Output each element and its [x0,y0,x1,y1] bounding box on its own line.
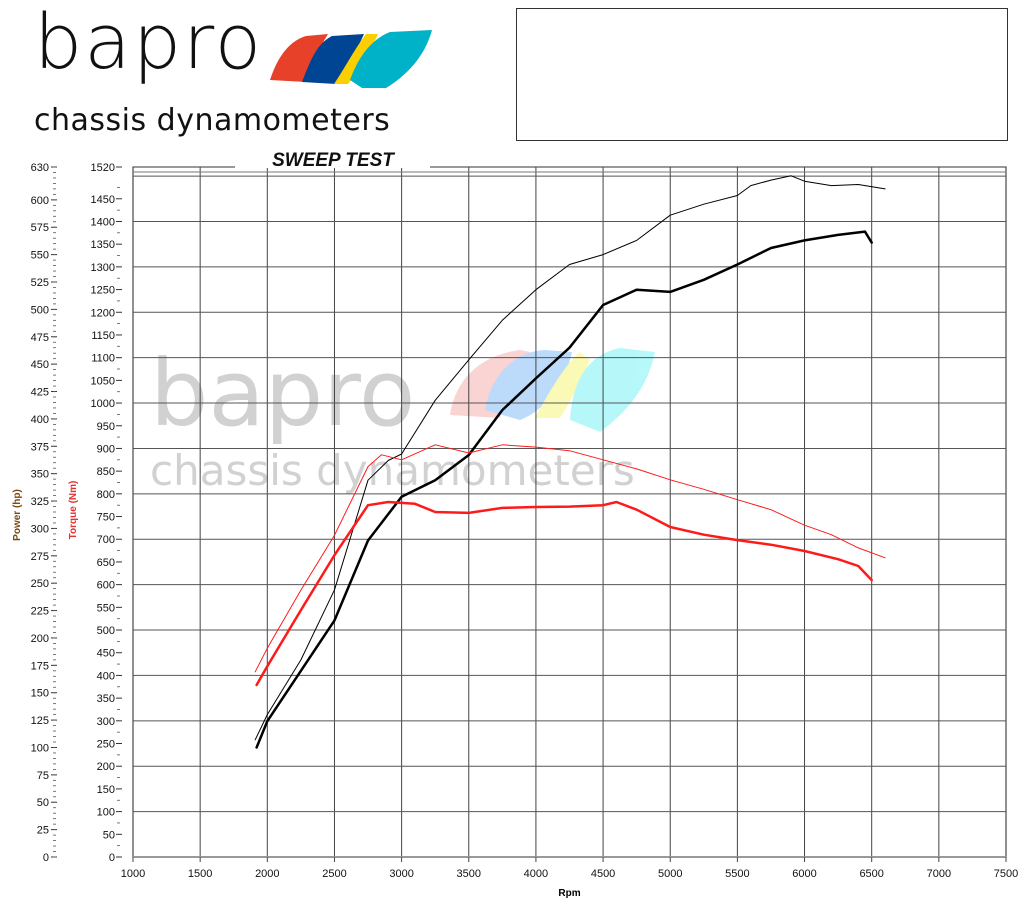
svg-text:125: 125 [31,715,49,727]
info-box [516,8,1008,141]
svg-text:200: 200 [31,633,49,645]
svg-text:550: 550 [97,602,115,614]
svg-text:6000: 6000 [792,868,816,880]
svg-text:350: 350 [31,469,49,481]
svg-text:1000: 1000 [121,868,145,880]
svg-text:350: 350 [97,693,115,705]
svg-text:400: 400 [31,414,49,426]
svg-text:700: 700 [97,534,115,546]
svg-text:275: 275 [31,551,49,563]
svg-text:6500: 6500 [859,868,883,880]
svg-text:325: 325 [31,496,49,508]
svg-text:1050: 1050 [91,375,115,387]
svg-text:1350: 1350 [91,239,115,251]
svg-text:200: 200 [97,761,115,773]
svg-text:1520: 1520 [91,162,115,174]
logo-wordmark: bapro [34,0,264,86]
svg-text:225: 225 [31,606,49,618]
svg-text:575: 575 [31,222,49,234]
svg-text:50: 50 [37,797,49,809]
svg-text:375: 375 [31,441,49,453]
svg-text:650: 650 [97,557,115,569]
rpm-axis: 1000 1500 2000 2500 3000 3500 4000 4500 5000 5500… [121,857,1018,899]
svg-text:525: 525 [31,277,49,289]
svg-text:150: 150 [31,688,49,700]
power-curve-2 [255,230,873,749]
svg-text:800: 800 [97,489,115,501]
svg-text:425: 425 [31,387,49,399]
svg-text:450: 450 [31,359,49,371]
svg-text:1150: 1150 [91,330,115,342]
svg-text:0: 0 [43,852,49,864]
chart-title-text: SWEEP TEST [272,150,395,171]
svg-text:1400: 1400 [91,216,115,228]
svg-text:3000: 3000 [389,868,413,880]
svg-text:900: 900 [97,443,115,455]
torque-axis: 0 50 100 150 200 250 300 350 400 450 500 550 600 650 7… [68,162,122,864]
power-axis: 0 25 50 75 100 125 150 175 200 225 250 275 300 325 350… [12,162,57,864]
chart-curves [254,175,886,749]
svg-text:5000: 5000 [658,868,682,880]
svg-text:500: 500 [97,625,115,637]
torque-curve-2 [255,500,873,687]
svg-text:5500: 5500 [725,868,749,880]
svg-text:1500: 1500 [188,868,212,880]
svg-text:2000: 2000 [255,868,279,880]
svg-text:600: 600 [31,195,49,207]
torque-curve-1 [254,444,886,673]
svg-text:450: 450 [97,648,115,660]
svg-text:Power (hp): Power (hp) [12,489,23,541]
svg-text:1100: 1100 [91,353,115,365]
svg-text:300: 300 [97,716,115,728]
watermark-sub: chassis dynamometers [150,446,635,495]
svg-text:850: 850 [97,466,115,478]
svg-text:25: 25 [37,825,49,837]
watermark-word: bapro [150,340,415,447]
svg-text:4500: 4500 [591,868,615,880]
svg-text:400: 400 [97,670,115,682]
svg-text:1450: 1450 [91,194,115,206]
svg-text:250: 250 [31,578,49,590]
logo-subtitle: chassis dynamometers [34,103,391,138]
svg-text:500: 500 [31,304,49,316]
svg-text:3500: 3500 [457,868,481,880]
svg-text:100: 100 [97,807,115,819]
svg-text:2500: 2500 [322,868,346,880]
svg-text:175: 175 [31,660,49,672]
svg-text:750: 750 [97,512,115,524]
bapro-logo: bapro chassis dynamometers [30,4,450,140]
svg-text:1300: 1300 [91,262,115,274]
svg-text:Torque (Nm): Torque (Nm) [68,481,79,540]
svg-text:1250: 1250 [91,285,115,297]
svg-text:Rpm: Rpm [558,888,580,899]
svg-text:150: 150 [97,784,115,796]
svg-text:550: 550 [31,250,49,262]
svg-text:7500: 7500 [994,868,1018,880]
svg-text:300: 300 [31,523,49,535]
svg-text:50: 50 [103,829,115,841]
logo-color-swatches-icon [270,30,432,88]
svg-text:100: 100 [31,742,49,754]
svg-text:600: 600 [97,580,115,592]
svg-text:4000: 4000 [524,868,548,880]
svg-text:0: 0 [109,852,115,864]
chart-title: SWEEP TEST [235,148,430,171]
svg-text:1200: 1200 [91,307,115,319]
svg-text:75: 75 [37,770,49,782]
chart-grid [132,166,1007,858]
svg-text:1000: 1000 [91,398,115,410]
svg-text:475: 475 [31,332,49,344]
svg-text:250: 250 [97,739,115,751]
svg-text:7000: 7000 [927,868,951,880]
svg-text:950: 950 [97,421,115,433]
power-curve-1 [254,175,886,741]
svg-text:630: 630 [31,162,49,174]
